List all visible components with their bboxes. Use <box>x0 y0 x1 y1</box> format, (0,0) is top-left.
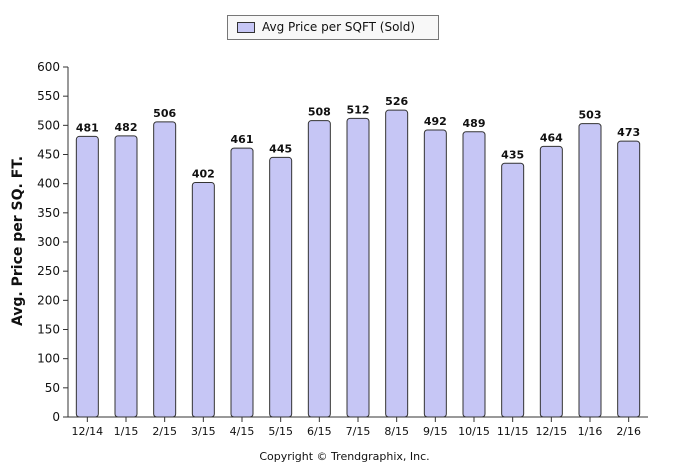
y-axis-label: Avg. Price per SQ. FT. <box>10 155 26 327</box>
x-tick-label: 9/15 <box>423 425 448 438</box>
y-tick-label: 0 <box>52 410 60 424</box>
bar-9/15 <box>423 129 447 418</box>
bar-6/15 <box>307 120 331 418</box>
bar-8/15 <box>385 109 409 418</box>
bar-10/15 <box>462 131 486 418</box>
y-tick-label: 400 <box>37 177 60 191</box>
x-tick-label: 3/15 <box>191 425 216 438</box>
x-tick-label: 8/15 <box>384 425 409 438</box>
y-tick-label: 450 <box>37 148 60 162</box>
data-label: 512 <box>347 103 370 116</box>
x-tick-label: 5/15 <box>268 425 293 438</box>
data-label: 473 <box>617 126 640 139</box>
x-tick-label: 2/15 <box>152 425 177 438</box>
bar-2/16 <box>617 140 641 418</box>
y-tick-label: 250 <box>37 264 60 278</box>
bar-2/15 <box>153 121 177 418</box>
y-tick-label: 150 <box>37 323 60 337</box>
x-tick-label: 6/15 <box>307 425 332 438</box>
legend-swatch <box>237 22 255 33</box>
data-label: 508 <box>308 106 331 119</box>
bar-5/15 <box>269 156 293 418</box>
bar-12/14 <box>75 135 99 418</box>
bar-4/15 <box>230 147 254 418</box>
x-tick-label: 1/15 <box>114 425 139 438</box>
data-label: 464 <box>540 131 563 144</box>
data-label: 481 <box>76 121 99 134</box>
y-tick-label: 300 <box>37 235 60 249</box>
bar-3/15 <box>191 182 215 418</box>
legend: Avg Price per SQFT (Sold) <box>227 15 439 40</box>
data-label: 445 <box>269 142 292 155</box>
y-tick-label: 600 <box>37 60 60 74</box>
bars: 481 482 506 402 461 445 508 512 526 492 489 435 464 5… <box>75 95 641 418</box>
data-label: 482 <box>115 121 138 134</box>
data-label: 506 <box>153 107 176 120</box>
y-tick-label: 200 <box>37 293 60 307</box>
legend-label: Avg Price per SQFT (Sold) <box>262 20 416 34</box>
y-axis: 0 50 100 150 200 250 300 350 400 450 500 550 600 <box>37 60 69 424</box>
data-label: 461 <box>231 133 254 146</box>
bar-7/15 <box>346 117 370 418</box>
copyright: Copyright © Trendgraphix, Inc. <box>259 450 430 463</box>
x-tick-label: 12/15 <box>535 425 567 438</box>
x-tick-label: 7/15 <box>346 425 371 438</box>
data-label: 402 <box>192 168 215 181</box>
data-label: 435 <box>501 148 524 161</box>
y-tick-label: 500 <box>37 118 60 132</box>
bar-12/15 <box>539 145 563 418</box>
data-label: 503 <box>579 109 602 122</box>
bar-11/15 <box>501 162 525 418</box>
y-tick-label: 350 <box>37 206 60 220</box>
bar-1/15 <box>114 135 138 418</box>
x-tick-label: 1/16 <box>578 425 603 438</box>
x-axis: 12/14 1/15 2/15 3/15 4/15 5/15 6/15 7/15 8/15 9/1… <box>68 416 648 438</box>
x-tick-label: 2/16 <box>616 425 641 438</box>
y-tick-label: 100 <box>37 352 60 366</box>
x-tick-label: 10/15 <box>458 425 490 438</box>
x-tick-label: 4/15 <box>230 425 255 438</box>
data-label: 492 <box>424 115 447 128</box>
x-tick-label: 12/14 <box>71 425 103 438</box>
data-label: 526 <box>385 95 408 108</box>
y-tick-label: 50 <box>45 381 60 395</box>
x-tick-label: 11/15 <box>497 425 529 438</box>
y-tick-label: 550 <box>37 89 60 103</box>
bar-1/16 <box>578 123 602 418</box>
data-label: 489 <box>463 117 486 130</box>
